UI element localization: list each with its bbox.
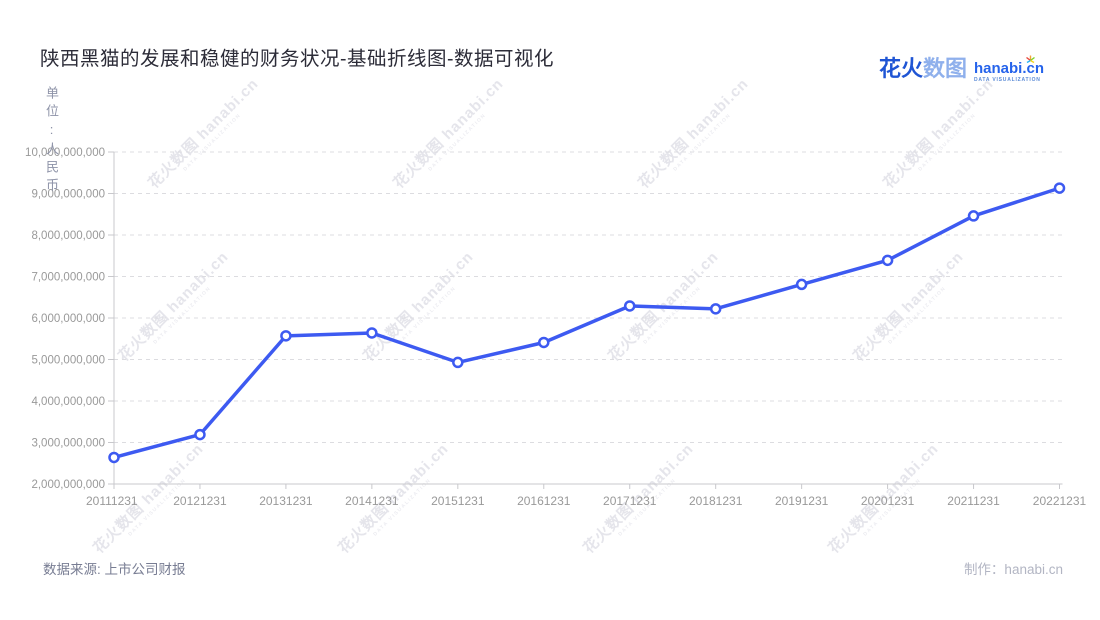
- data-point[interactable]: [709, 303, 722, 315]
- data-point[interactable]: [194, 428, 206, 441]
- data-point[interactable]: [452, 356, 464, 369]
- x-tick-label: 20211231: [947, 494, 1000, 508]
- x-tick-label: 20121231: [173, 494, 227, 508]
- y-tick-label: 9,000,000,000: [31, 189, 105, 201]
- data-point[interactable]: [881, 254, 894, 267]
- logo-tagline: DATA VISUALIZATION: [973, 77, 1041, 83]
- firework-sparkle-icon: [1025, 53, 1036, 71]
- x-tick-label: 20191231: [775, 494, 829, 508]
- y-tick-label: 7,000,000,000: [31, 272, 105, 284]
- data-point[interactable]: [280, 330, 292, 342]
- x-tick-label: 20201231: [861, 494, 915, 508]
- y-tick-label: 8,000,000,000: [31, 230, 105, 242]
- x-tick-label: 20131231: [259, 494, 313, 508]
- data-point[interactable]: [1053, 182, 1066, 194]
- y-tick-label: 2,000,000,000: [31, 479, 105, 491]
- logo-en-text: hanabi.cn: [973, 60, 1044, 77]
- data-point[interactable]: [538, 336, 550, 349]
- x-tick-label: 20181231: [689, 494, 743, 508]
- y-tick-label: 10,000,000,000: [25, 147, 105, 159]
- data-point[interactable]: [108, 451, 120, 464]
- y-tick-label: 4,000,000,000: [31, 396, 105, 408]
- y-tick-label: 3,000,000,000: [31, 438, 105, 450]
- data-point[interactable]: [623, 300, 636, 312]
- x-tick-label: 20161231: [517, 494, 571, 508]
- x-tick-label: 20111231: [86, 494, 138, 508]
- series-line: [112, 186, 1062, 460]
- credit-label: 制作：hanabi.cn: [963, 562, 1063, 577]
- chart-title: 陕西黑猫的发展和稳健的财务状况-基础折线图-数据可视化: [40, 48, 554, 70]
- data-source-label: 数据来源: 上市公司财报: [43, 562, 186, 577]
- x-tick-label: 20141231: [345, 494, 399, 508]
- x-tick-label: 20221231: [1033, 494, 1087, 508]
- y-tick-label: 5,000,000,000: [31, 355, 105, 367]
- data-point[interactable]: [366, 327, 378, 339]
- x-tick-label: 20171231: [603, 494, 657, 508]
- logo-cn-text: 花火数图: [878, 56, 967, 81]
- x-tick-label: 20151231: [431, 494, 485, 508]
- data-point[interactable]: [967, 210, 980, 222]
- y-axis-unit-label: 单位:人民币: [44, 86, 59, 196]
- data-point[interactable]: [795, 278, 808, 291]
- y-tick-label: 6,000,000,000: [31, 313, 105, 325]
- hanabi-logo: 花火数图 hanabi.cn DATA VISUALIZATION: [878, 53, 1044, 83]
